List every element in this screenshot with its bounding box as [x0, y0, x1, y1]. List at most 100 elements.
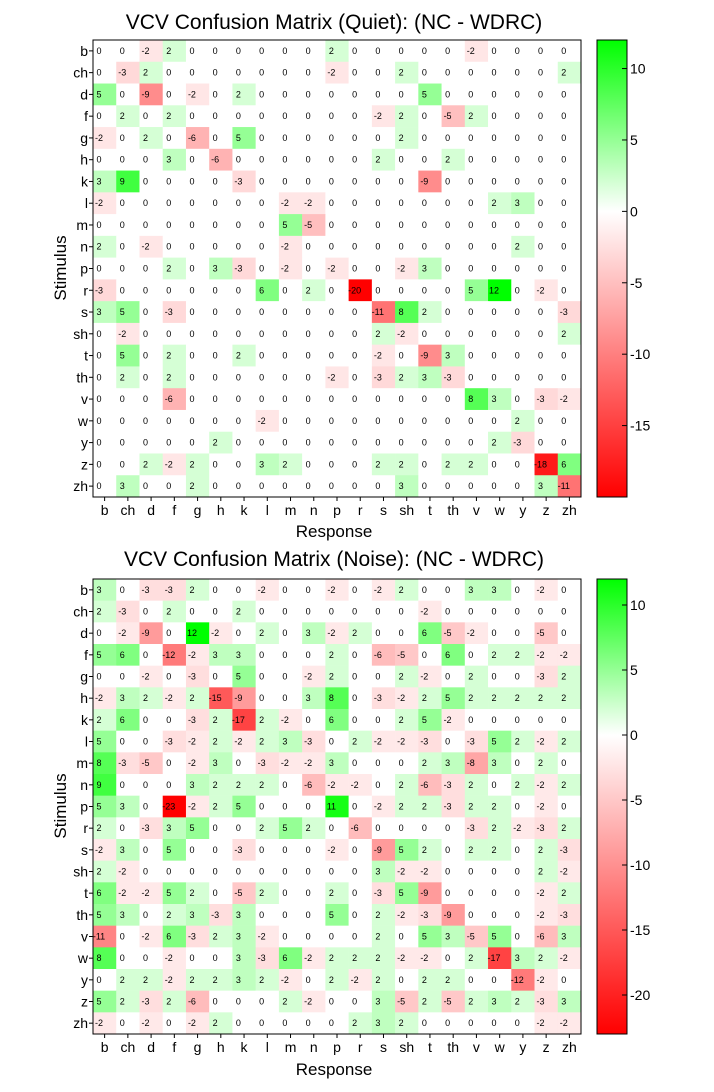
heatmap-cell	[185, 40, 210, 63]
heatmap-cell	[232, 817, 256, 840]
cell-value-label: 0	[96, 220, 101, 230]
heatmap-cell	[232, 774, 256, 796]
heatmap-cell	[255, 839, 280, 861]
cell-value-label: 0	[96, 46, 101, 56]
cell-value-label: -2	[304, 198, 312, 208]
cell-value-label: 0	[329, 89, 334, 99]
heatmap-cell	[325, 622, 349, 645]
heatmap-cell	[511, 148, 535, 171]
x-tick-label: y	[519, 1039, 526, 1055]
heatmap-cell	[441, 475, 466, 498]
heatmap-cell	[162, 860, 187, 883]
heatmap-cell	[464, 839, 489, 861]
cell-value-label: 0	[189, 176, 194, 186]
heatmap-cell	[511, 105, 535, 128]
heatmap-cell	[395, 257, 419, 280]
cell-value-label: 0	[422, 585, 427, 595]
cell-value-label: 0	[143, 394, 148, 404]
heatmap-cell	[534, 214, 559, 237]
x-tick-label: th	[447, 1039, 459, 1055]
cell-value-label: 0	[561, 242, 566, 252]
heatmap-cell	[139, 774, 164, 796]
cell-value-label: 0	[468, 1018, 473, 1028]
heatmap-cell	[255, 730, 280, 753]
heatmap-cell	[209, 431, 233, 454]
cell-value-label: 0	[445, 867, 450, 877]
heatmap-cell	[557, 1012, 582, 1035]
cell-value-label: 2	[143, 975, 148, 985]
heatmap-cell	[418, 409, 442, 433]
cell-value-label: 0	[213, 953, 218, 963]
cell-value-label: 0	[399, 416, 404, 426]
heatmap-cell	[209, 192, 233, 215]
heatmap-cell	[116, 687, 140, 710]
heatmap-cell	[116, 644, 140, 666]
cell-value-label: 0	[515, 111, 520, 121]
heatmap-cell	[325, 817, 349, 840]
cell-value-label: 0	[143, 737, 148, 747]
cell-value-label: 0	[236, 628, 241, 638]
cell-value-label: 3	[120, 481, 125, 491]
colorbar-tick-label: -5	[630, 275, 643, 291]
cell-value-label: 2	[166, 264, 171, 274]
cell-value-label: 0	[375, 715, 380, 725]
cell-value-label: 0	[468, 89, 473, 99]
x-tick-label: y	[519, 502, 526, 518]
cell-value-label: 0	[143, 416, 148, 426]
heatmap-cell	[395, 344, 419, 367]
heatmap-cell	[348, 795, 373, 818]
cell-value-label: 0	[445, 672, 450, 682]
cell-value-label: -2	[420, 607, 428, 617]
cell-value-label: 0	[515, 46, 520, 56]
heatmap-cell	[371, 40, 396, 63]
heatmap-cell	[162, 622, 187, 645]
cell-value-label: 0	[399, 394, 404, 404]
cell-value-label: 0	[213, 672, 218, 682]
heatmap-cell	[441, 344, 466, 367]
heatmap-cell	[232, 947, 256, 970]
heatmap-cell	[116, 83, 140, 106]
heatmap-cell	[278, 366, 303, 389]
cell-value-label: 2	[329, 953, 334, 963]
cell-value-label: -5	[304, 220, 312, 230]
cell-value-label: -2	[165, 693, 173, 703]
heatmap-cell	[116, 344, 140, 367]
cell-value-label: 0	[538, 416, 543, 426]
y-tick-label: d	[80, 625, 88, 641]
heatmap-cell	[348, 40, 373, 63]
cell-value-label: 0	[561, 220, 566, 230]
heatmap-cell	[185, 644, 210, 666]
heatmap-cell	[557, 882, 582, 905]
heatmap-cell	[325, 1012, 349, 1035]
cell-value-label: 0	[189, 372, 194, 382]
cell-value-label: 0	[399, 46, 404, 56]
cell-value-label: 2	[422, 693, 427, 703]
cell-value-label: 3	[561, 997, 566, 1007]
cell-value-label: 3	[259, 459, 264, 469]
heatmap-cell	[557, 105, 582, 128]
cell-value-label: 2	[515, 737, 520, 747]
cell-value-label: -3	[258, 758, 266, 768]
heatmap-cell	[371, 105, 396, 128]
cell-value-label: 0	[329, 198, 334, 208]
heatmap-cell	[371, 665, 396, 688]
heatmap-cell	[371, 1012, 396, 1035]
cell-value-label: 0	[96, 481, 101, 491]
cell-value-label: 0	[143, 780, 148, 790]
cell-value-label: 0	[166, 438, 171, 448]
cell-value-label: 0	[375, 242, 380, 252]
cell-value-label: 0	[352, 438, 357, 448]
heatmap-cell	[441, 192, 466, 215]
cell-value-label: 3	[515, 198, 520, 208]
heatmap-cell	[209, 83, 233, 106]
heatmap-cell	[302, 600, 326, 623]
heatmap-cell	[418, 322, 442, 345]
cell-value-label: 2	[422, 802, 427, 812]
cell-value-label: 0	[515, 481, 520, 491]
heatmap-cell	[185, 148, 210, 171]
cell-value-label: 3	[236, 953, 241, 963]
heatmap-cell	[232, 148, 256, 171]
heatmap-cell	[534, 148, 559, 171]
y-tick-label: n	[80, 777, 88, 793]
cell-value-label: 3	[120, 802, 125, 812]
